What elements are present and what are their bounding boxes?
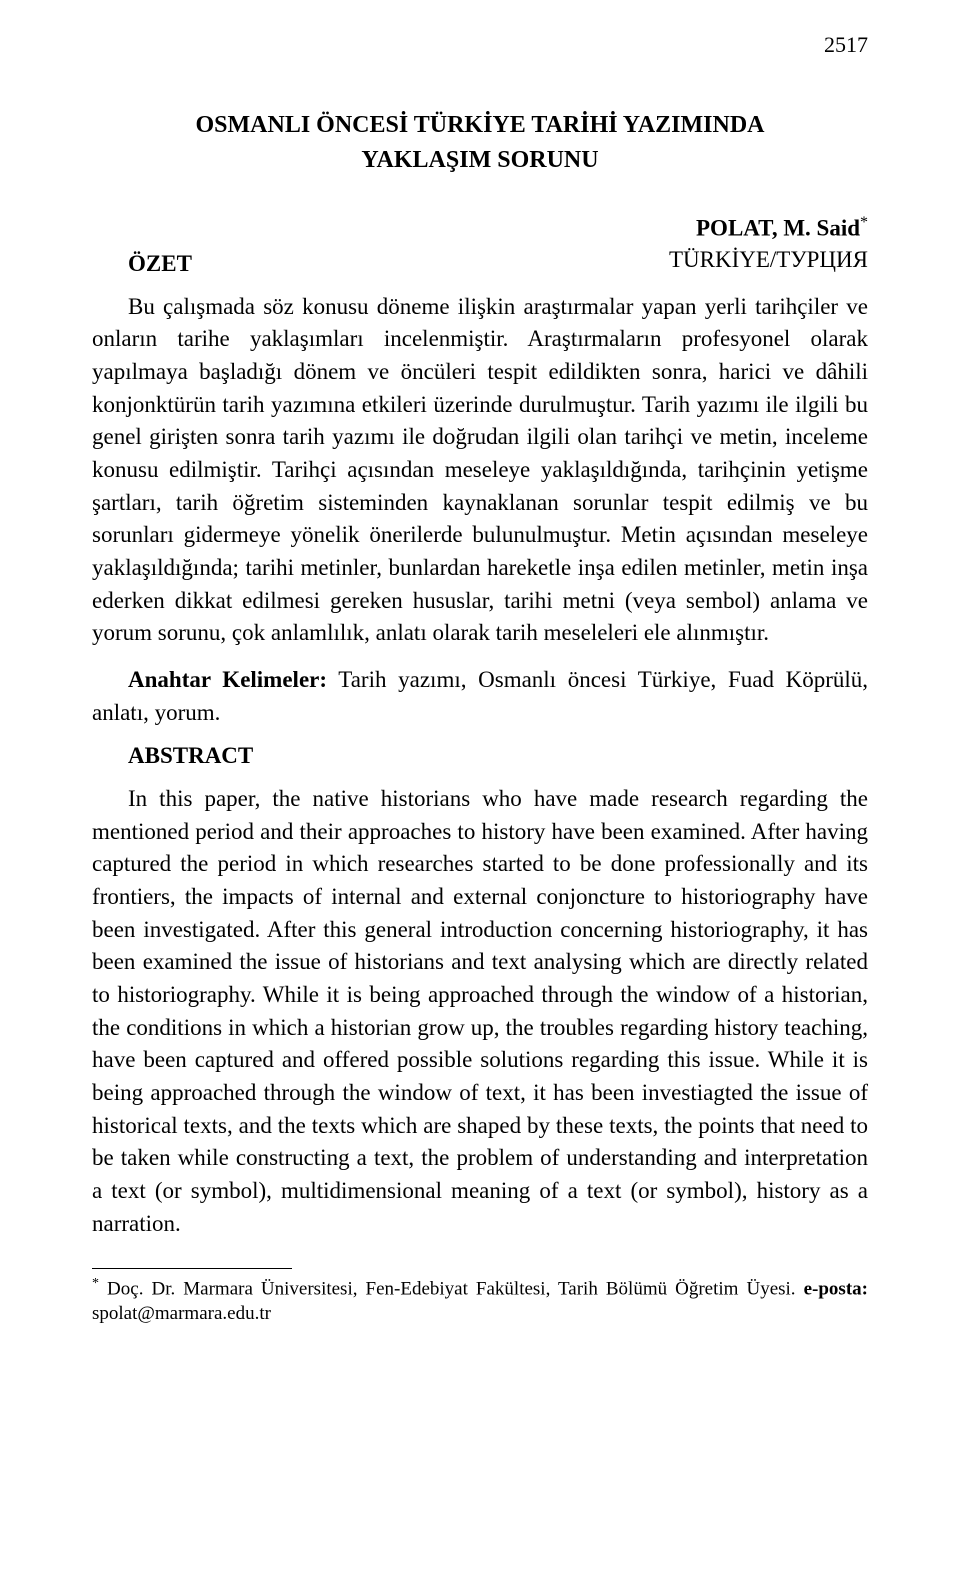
- title-line-1: OSMANLI ÖNCESİ TÜRKİYE TARİHİ YAZIMINDA: [195, 112, 764, 138]
- author-ozet-row: POLAT, M. Said* TÜRKİYE/ТУРЦИЯ ÖZET: [92, 212, 868, 277]
- keywords-line: Anahtar Kelimeler: Tarih yazımı, Osmanlı…: [92, 664, 868, 729]
- footnote-separator: [92, 1268, 292, 1269]
- ozet-body: Bu çalışmada söz konusu döneme ilişkin a…: [92, 291, 868, 650]
- author-footnote-marker: *: [860, 214, 868, 231]
- ozet-heading: ÖZET: [92, 251, 192, 277]
- author-affiliation: TÜRKİYE/ТУРЦИЯ: [92, 244, 868, 276]
- keywords-label: Anahtar Kelimeler:: [128, 667, 327, 692]
- author-block: POLAT, M. Said* TÜRKİYE/ТУРЦИЯ: [92, 212, 868, 277]
- footnote-email: spolat@marmara.edu.tr: [92, 1303, 271, 1324]
- abstract-body: In this paper, the native historians who…: [92, 783, 868, 1240]
- author-name: POLAT, M. Said: [696, 215, 860, 240]
- footnote: * Doç. Dr. Marmara Üniversitesi, Fen-Ede…: [92, 1275, 868, 1327]
- page-container: 2517 OSMANLI ÖNCESİ TÜRKİYE TARİHİ YAZIM…: [0, 0, 960, 1371]
- paper-title: OSMANLI ÖNCESİ TÜRKİYE TARİHİ YAZIMINDA …: [92, 108, 868, 178]
- footnote-marker: *: [92, 1276, 99, 1291]
- footnote-eposta-label: e-posta:: [804, 1279, 868, 1300]
- title-line-2: YAKLAŞIM SORUNU: [361, 147, 598, 173]
- page-number: 2517: [92, 32, 868, 58]
- footnote-prefix: Doç. Dr. Marmara Üniversitesi, Fen-Edebi…: [99, 1279, 804, 1300]
- abstract-heading: ABSTRACT: [92, 743, 868, 769]
